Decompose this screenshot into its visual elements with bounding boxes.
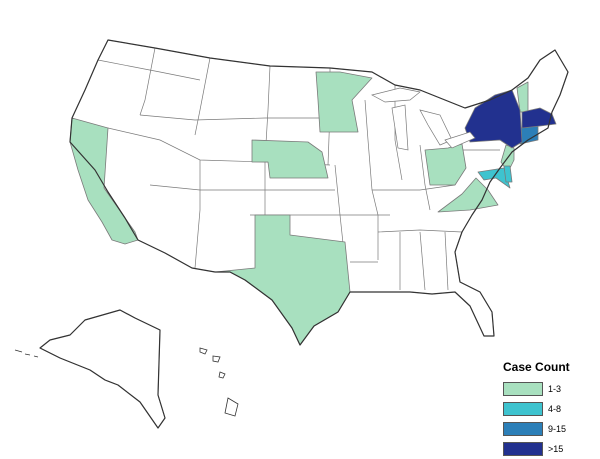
state-massachusetts (521, 107, 557, 129)
state-delaware (503, 165, 513, 183)
legend-item-3: 9-15 (503, 419, 595, 439)
legend-swatch-2 (503, 402, 543, 416)
state-nebraska (251, 139, 329, 179)
legend-label-2: 4-8 (548, 404, 562, 414)
legend-item-2: 4-8 (503, 399, 595, 419)
legend-item-4: >15 (503, 439, 595, 459)
legend-swatch-4 (503, 442, 543, 456)
alaska-outline (39, 309, 166, 429)
legend: Case Count 1-3 4-8 9-15 >15 (503, 360, 595, 459)
legend-label-4: >15 (548, 444, 564, 454)
us-outline (69, 39, 569, 346)
legend-title: Case Count (503, 360, 570, 374)
legend-swatch-3 (503, 422, 543, 436)
aleutian-islands (14, 349, 39, 358)
legend-item-1: 1-3 (503, 379, 595, 399)
legend-swatch-1 (503, 382, 543, 396)
legend-label-1: 1-3 (548, 384, 562, 394)
state-ohio (424, 143, 467, 186)
great-lakes (371, 87, 476, 151)
state-minnesota (315, 71, 373, 133)
legend-label-3: 9-15 (548, 424, 567, 434)
hawaii (199, 347, 239, 417)
state-virginia (437, 177, 499, 213)
